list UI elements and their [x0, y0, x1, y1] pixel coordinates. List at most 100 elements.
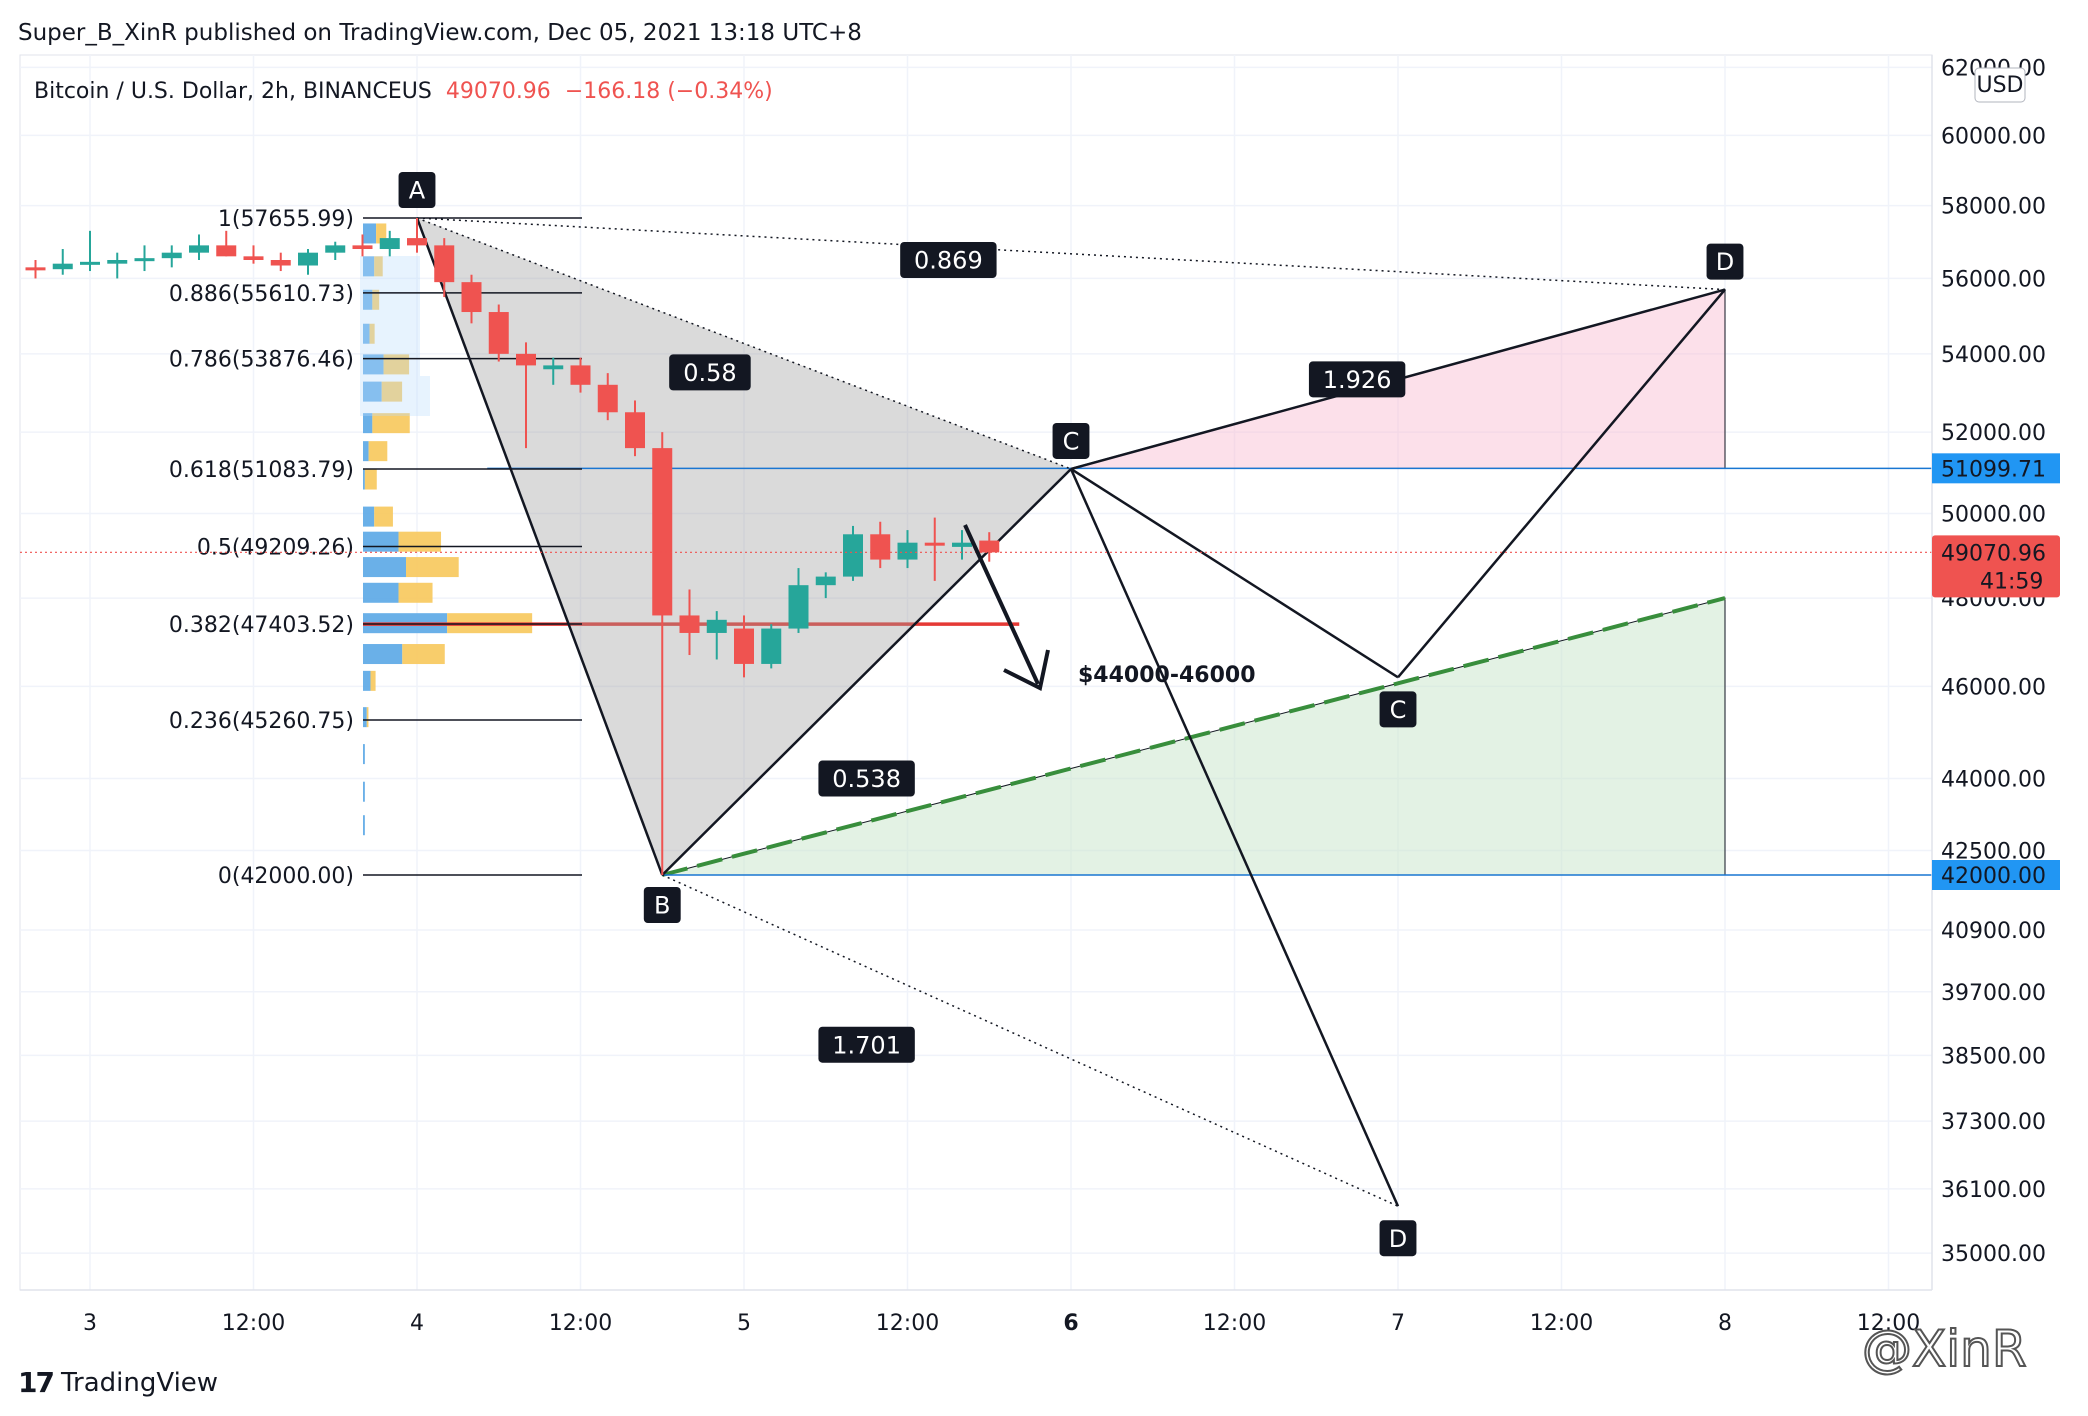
point-label-a-bg [398, 171, 436, 208]
candle-body [625, 412, 645, 449]
point-label-b-bg [643, 887, 681, 923]
projection-point-d-bg [1379, 1220, 1417, 1257]
candle-body [243, 256, 264, 260]
level-price-tag: 51099.71 [1932, 453, 2060, 484]
vp-down-bar [370, 670, 376, 691]
vp-up-bar [363, 223, 377, 244]
fib-retracement: 1(57655.99) 0.886(55610.73) 0.786(53876.46… [169, 207, 582, 889]
price-tick-label: 38500.00 [1941, 1044, 2046, 1069]
candle-body [461, 282, 482, 313]
candle-body [543, 365, 564, 370]
vp-up-bar [363, 289, 373, 310]
candle-body [270, 259, 291, 266]
candle-body [652, 448, 673, 616]
candle-body [80, 261, 100, 265]
vp-up-bar [363, 256, 375, 277]
vp-up-bar [363, 582, 399, 603]
price-tick-label: 36100.00 [1941, 1178, 2046, 1203]
level-price-tag: 42000.00 [1932, 860, 2060, 890]
candle-body [924, 542, 945, 546]
vp-up-bar [363, 469, 365, 490]
target-text: $44000-46000 [1078, 663, 1256, 688]
time-tick-label: 7 [1391, 1311, 1405, 1336]
point-label-d-bg [1706, 243, 1744, 280]
tradingview-logo[interactable]: 17 TradingView [18, 1366, 218, 1399]
vp-up-bar [363, 506, 375, 527]
last-price-tag: 49070.96 41:59 [1932, 535, 2060, 598]
price-axis-bg [1932, 55, 2088, 1310]
vp-up-bar [363, 781, 365, 802]
price-axis[interactable]: 62000.0060000.0058000.0056000.0054000.00… [1931, 55, 2088, 1310]
point-label-d-text: D [1716, 248, 1734, 276]
time-tick-label: 12:00 [549, 1311, 612, 1336]
tradingview-logo-icon: 17 [18, 1366, 55, 1399]
vp-up-bar [363, 413, 373, 434]
legend-symbol: Bitcoin / U.S. Dollar, 2h, BINANCEUS [34, 79, 432, 104]
price-tick-label: 60000.00 [1941, 124, 2046, 149]
price-tick-label: 35000.00 [1941, 1242, 2046, 1267]
candle-body [734, 628, 754, 664]
ratio-label-text: 0.58 [683, 359, 736, 387]
vp-down-bar [372, 289, 380, 310]
pattern-leg [1070, 467, 1399, 679]
price-tick-label: 46000.00 [1941, 675, 2046, 700]
candle-body [379, 238, 400, 250]
ratio-label-text: 1.926 [1323, 366, 1392, 394]
point-label-b: B [643, 887, 681, 923]
ratio-label: 0.869 [900, 241, 997, 278]
candle-body [352, 245, 373, 250]
price-tick-label: 52000.00 [1941, 421, 2046, 446]
price-tick-label: 50000.00 [1941, 502, 2046, 527]
time-axis[interactable]: 3 12:00 4 12:00 5 12:00 6 12:00 7 12:00 8 12:00 [20, 1289, 1932, 1336]
candle-body [815, 576, 836, 586]
time-tick-label: 5 [737, 1311, 751, 1336]
vp-up-bar [363, 323, 370, 344]
candle-body [216, 245, 237, 257]
ratio-label: 1.701 [818, 1026, 915, 1063]
vp-up-bar [363, 441, 369, 462]
level-price-tag-bg [1932, 453, 2060, 484]
fib-label: 0.5(49209.26) [197, 536, 354, 561]
pattern-leg [661, 468, 1072, 876]
legend-price: 49070.96 [446, 79, 551, 104]
candle-body [570, 365, 591, 385]
projection-point-c-text: C [1390, 696, 1407, 724]
vp-up-bar [363, 815, 365, 836]
last-price-tag-bg [1932, 535, 2060, 598]
ratio-label: 0.58 [669, 354, 751, 391]
ratio-label-text: 1.701 [832, 1031, 901, 1059]
projection-point-c: C [1379, 691, 1417, 728]
vp-down-bar [374, 506, 393, 527]
ratio-label-bg [1308, 361, 1406, 398]
price-tick-label: 40900.00 [1941, 919, 2046, 944]
price-tick-label: 58000.00 [1941, 195, 2046, 220]
candle-body [679, 615, 700, 633]
legend-change: −166.18 (−0.34%) [565, 79, 773, 104]
symbol-legend: Bitcoin / U.S. Dollar, 2h, BINANCEUS 4907… [34, 79, 773, 104]
candle-body [761, 628, 782, 664]
ratio-label: 0.538 [818, 760, 915, 797]
vp-down-bar [383, 354, 410, 375]
author-watermark: @XinR [1861, 1319, 2028, 1379]
level-price-tag-bg [1932, 860, 2060, 890]
svg-text:Bitcoin / U.S. Dollar, 2h, BIN: Bitcoin / U.S. Dollar, 2h, BINANCEUS 4907… [34, 79, 773, 104]
candle-body [952, 542, 972, 547]
currency-badge-bg [1974, 67, 2026, 103]
vp-down-bar [398, 582, 433, 603]
pattern-leg [1397, 288, 1726, 679]
fib-label: 0.618(51083.79) [169, 458, 354, 483]
candle-body [516, 353, 536, 366]
point-label-a-text: A [409, 177, 426, 205]
ratio-label-text: 0.869 [914, 247, 983, 275]
ratio-label: 1.926 [1308, 361, 1406, 398]
ratio-label-bg [900, 241, 997, 278]
price-tick-label: 56000.00 [1941, 267, 2046, 292]
candle-body [134, 258, 155, 262]
vp-down-bar [372, 413, 410, 434]
vp-down-bar [366, 707, 369, 728]
candle-body [161, 252, 182, 259]
vp-down-bar [402, 644, 445, 665]
time-tick-label: 12:00 [1530, 1311, 1593, 1336]
ratio-label-text: 0.538 [832, 765, 901, 793]
